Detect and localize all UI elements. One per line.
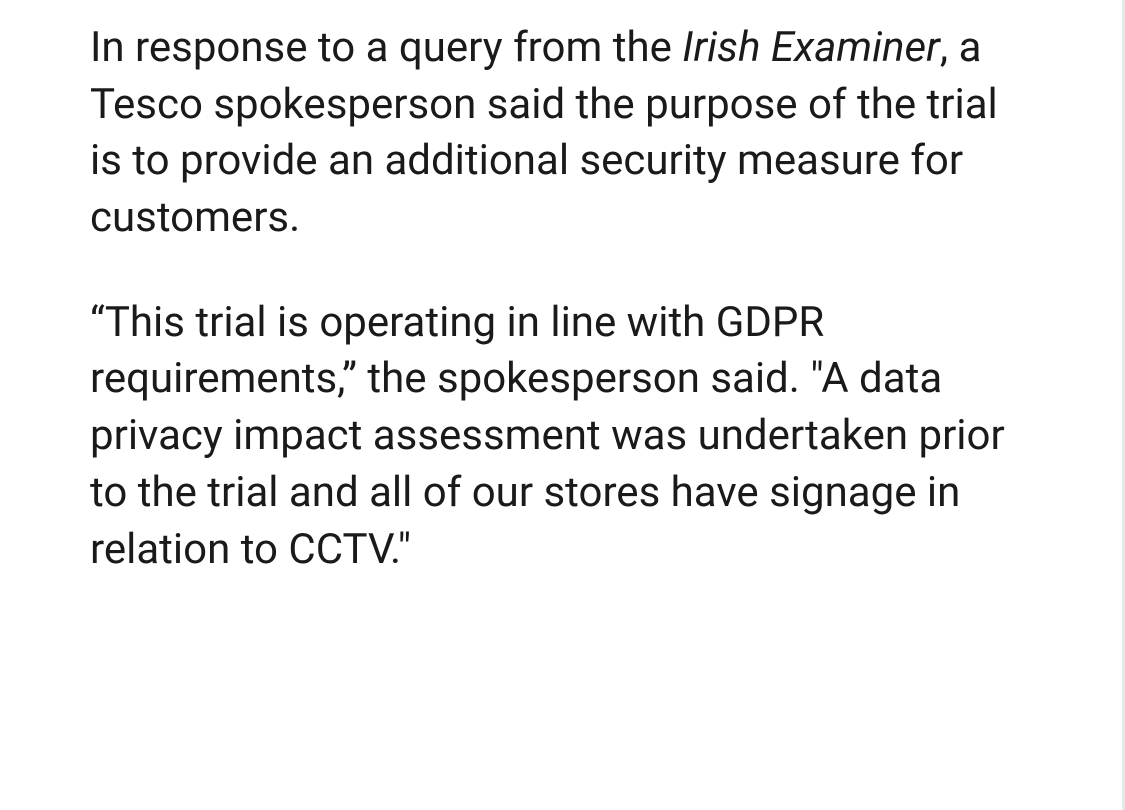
article-container: In response to a query from the Irish Ex… xyxy=(0,0,1125,810)
article-paragraph-1: In response to a query from the Irish Ex… xyxy=(90,20,1035,247)
italic-text: Irish Examiner xyxy=(682,23,940,72)
article-paragraph-2: “This trial is operating in line with GD… xyxy=(90,295,1035,578)
